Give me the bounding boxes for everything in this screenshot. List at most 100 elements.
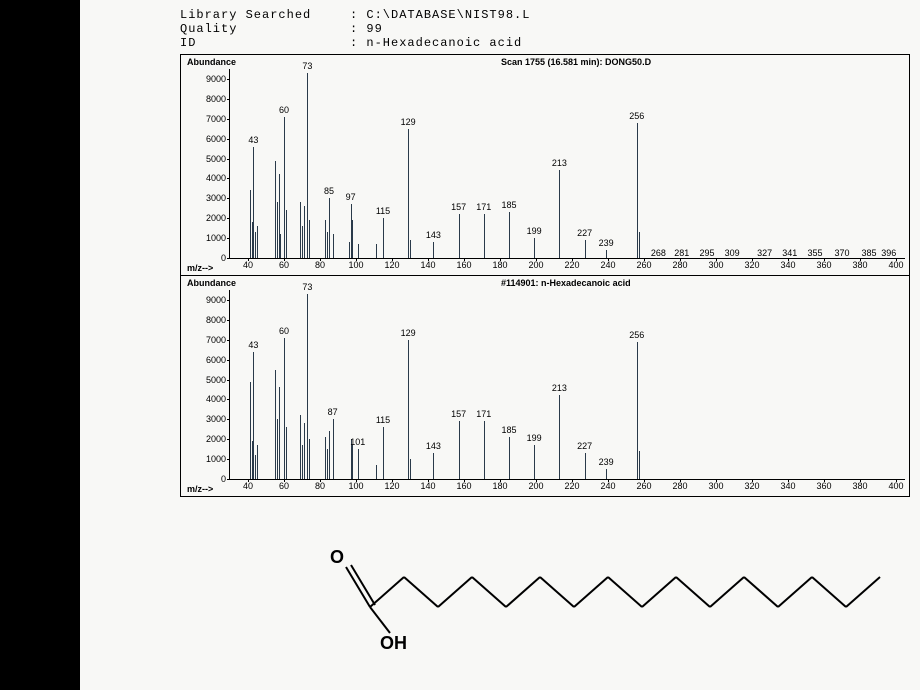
chart2-xlabel: m/z--> — [187, 484, 213, 494]
bond-line — [608, 577, 642, 607]
spectrum-peak — [509, 437, 510, 479]
peak-label: 157 — [451, 409, 466, 419]
bond-line — [404, 577, 438, 607]
baseline-mz-label: 295 — [699, 248, 714, 258]
spectra-panel: Abundance Scan 1755 (16.581 min): DONG50… — [180, 54, 910, 497]
peak-label: 143 — [426, 230, 441, 240]
ytick-mark — [227, 360, 230, 361]
bond-line — [472, 577, 506, 607]
ytick-mark — [227, 218, 230, 219]
baseline-mz-label: 396 — [881, 248, 896, 258]
header-block: Library Searched : C:\DATABASE\NIST98.L … — [80, 0, 920, 54]
xtick-mark — [788, 258, 789, 261]
bond-line — [540, 577, 574, 607]
spectrum-peak — [433, 453, 434, 479]
bond-line — [351, 565, 375, 605]
spectrum-peak — [304, 423, 305, 479]
peak-label: 129 — [401, 328, 416, 338]
spectrum-peak — [286, 210, 287, 258]
spectrum-peak — [559, 170, 560, 258]
spectrum-peak — [459, 214, 460, 258]
xtick-mark — [752, 258, 753, 261]
xtick-mark — [356, 479, 357, 482]
spectrum-peak — [606, 469, 607, 479]
peak-label: 256 — [629, 330, 644, 340]
peak-label: 213 — [552, 158, 567, 168]
spectrum-peak — [304, 206, 305, 258]
library-spectrum-chart: Abundance #114901: n-Hexadecanoic acid m… — [181, 276, 909, 496]
sep: : — [350, 36, 358, 50]
spectrum-peak — [433, 242, 434, 258]
peak-label: 115 — [376, 206, 390, 216]
spectrum-peak — [534, 445, 535, 479]
peak-label: 171 — [476, 202, 491, 212]
spectrum-peak — [279, 387, 280, 479]
xtick-mark — [680, 258, 681, 261]
xtick-mark — [428, 258, 429, 261]
bond-line — [438, 577, 472, 607]
chart2-plot: 0100020003000400050006000700080009000406… — [229, 290, 905, 480]
spectrum-peak — [606, 250, 607, 258]
xtick-mark — [896, 479, 897, 482]
library-label: Library Searched — [180, 8, 350, 22]
spectrum-peak — [376, 465, 377, 479]
spectrum-peak — [484, 421, 485, 479]
ytick-mark — [227, 238, 230, 239]
baseline-mz-label: 370 — [834, 248, 849, 258]
bond-line — [370, 607, 390, 633]
bond-line — [778, 577, 812, 607]
spectrum-peak — [333, 419, 334, 479]
xtick-mark — [320, 479, 321, 482]
spectrum-peak — [280, 234, 281, 258]
baseline-mz-label: 309 — [725, 248, 740, 258]
peak-label: 73 — [302, 61, 312, 71]
chart1-plot: 0100020003000400050006000700080009000406… — [229, 69, 905, 259]
spectrum-peak — [585, 453, 586, 479]
left-black-strip — [0, 0, 80, 690]
xtick-mark — [896, 258, 897, 261]
spectrum-peak — [329, 198, 330, 258]
spectrum-peak — [257, 226, 258, 258]
spectrum-peak — [484, 214, 485, 258]
bond-line — [346, 567, 370, 607]
quality-value: 99 — [366, 22, 382, 36]
peak-label: 213 — [552, 383, 567, 393]
atom-label: O — [330, 547, 344, 567]
ytick-mark — [227, 399, 230, 400]
xtick-mark — [608, 479, 609, 482]
ytick-mark — [227, 99, 230, 100]
peak-label: 256 — [629, 111, 644, 121]
spectrum-peak — [286, 427, 287, 479]
spectrum-peak — [559, 395, 560, 479]
chart1-title: Scan 1755 (16.581 min): DONG50.D — [501, 57, 651, 67]
id-value: n-Hexadecanoic acid — [366, 36, 522, 50]
xtick-mark — [248, 479, 249, 482]
ytick-mark — [227, 198, 230, 199]
xtick-mark — [860, 258, 861, 261]
peak-label: 171 — [476, 409, 491, 419]
peak-label: 87 — [328, 407, 338, 417]
xtick-mark — [356, 258, 357, 261]
bond-line — [744, 577, 778, 607]
ytick-mark — [227, 459, 230, 460]
peak-label: 129 — [401, 117, 416, 127]
ytick-mark — [227, 139, 230, 140]
baseline-mz-label: 281 — [674, 248, 689, 258]
peak-label: 199 — [527, 433, 542, 443]
xtick-mark — [284, 479, 285, 482]
peak-label: 97 — [346, 192, 356, 202]
xtick-mark — [500, 258, 501, 261]
chart2-ylabel: Abundance — [187, 278, 236, 288]
chart1-ylabel: Abundance — [187, 57, 236, 67]
peak-label: 185 — [501, 425, 516, 435]
spectrum-peak — [352, 445, 353, 479]
xtick-mark — [284, 258, 285, 261]
spectrum-peak — [639, 451, 640, 479]
spectrum-peak — [639, 232, 640, 258]
sep: : — [350, 8, 358, 22]
xtick-mark — [824, 258, 825, 261]
spectrum-peak — [383, 427, 384, 479]
spectrum-peak — [459, 421, 460, 479]
peak-label: 43 — [248, 135, 258, 145]
xtick-mark — [644, 258, 645, 261]
